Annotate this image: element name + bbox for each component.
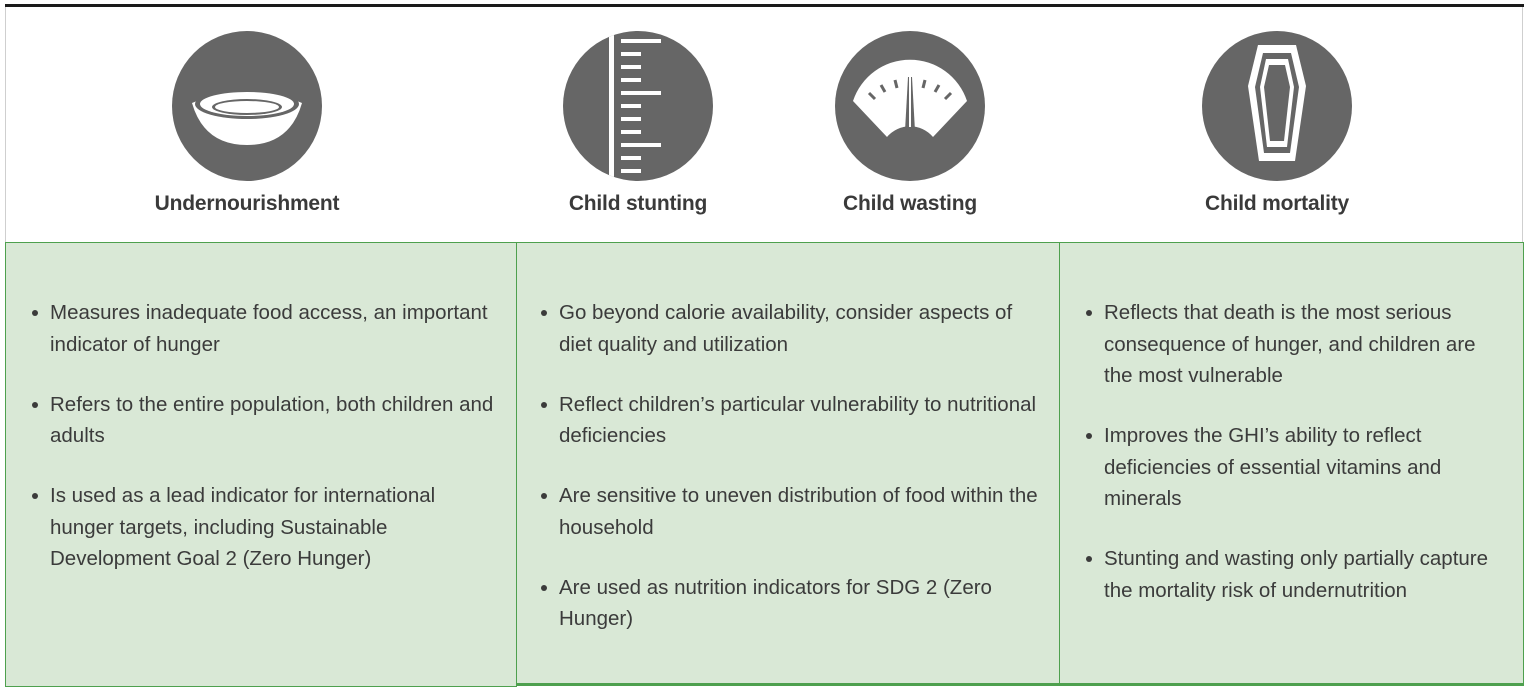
- list-item: Refers to the entire population, both ch…: [32, 389, 496, 452]
- frame-right-edge: [1522, 7, 1523, 243]
- list-item: Is used as a lead indicator for internat…: [32, 480, 496, 575]
- indicator-child-wasting: Child wasting: [760, 31, 1060, 216]
- bowl-icon: [172, 31, 322, 181]
- bullet-list: Go beyond calorie availability, consider…: [541, 297, 1039, 635]
- frame-left-edge: [5, 7, 6, 243]
- height-ruler-icon: [563, 31, 713, 181]
- coffin-icon: [1202, 31, 1352, 181]
- panel-undernourishment: Measures inadequate food access, an impo…: [5, 242, 517, 687]
- indicator-label: Child stunting: [568, 192, 708, 215]
- list-item: Are used as nutrition indicators for SDG…: [541, 572, 1039, 635]
- list-item: Reflects that death is the most serious …: [1086, 297, 1503, 392]
- indicator-label: Child wasting: [843, 192, 977, 215]
- indicator-label: Undernourishment: [154, 192, 340, 215]
- indicator-child-mortality: Child mortality: [1127, 31, 1427, 216]
- list-item: Measures inadequate food access, an impo…: [32, 297, 496, 360]
- list-item: Go beyond calorie availability, consider…: [541, 297, 1039, 360]
- indicator-child-stunting: Child stunting: [488, 31, 788, 216]
- list-item: Stunting and wasting only partially capt…: [1086, 543, 1503, 606]
- panel-child-stunting-wasting: Go beyond calorie availability, consider…: [516, 242, 1060, 685]
- indicator-undernourishment: Undernourishment: [97, 31, 397, 216]
- weight-scale-icon: [835, 31, 985, 181]
- bullet-list: Reflects that death is the most serious …: [1086, 297, 1503, 606]
- top-rule: [5, 4, 1524, 7]
- indicator-label: Child mortality: [1204, 192, 1349, 215]
- panel-child-mortality: Reflects that death is the most serious …: [1059, 242, 1524, 685]
- list-item: Are sensitive to uneven distribution of …: [541, 480, 1039, 543]
- bottom-bar: [516, 683, 1524, 686]
- list-item: Improves the GHI’s ability to reflect de…: [1086, 420, 1503, 515]
- list-item: Reflect children’s particular vulnerabil…: [541, 389, 1039, 452]
- bullet-list: Measures inadequate food access, an impo…: [32, 297, 496, 575]
